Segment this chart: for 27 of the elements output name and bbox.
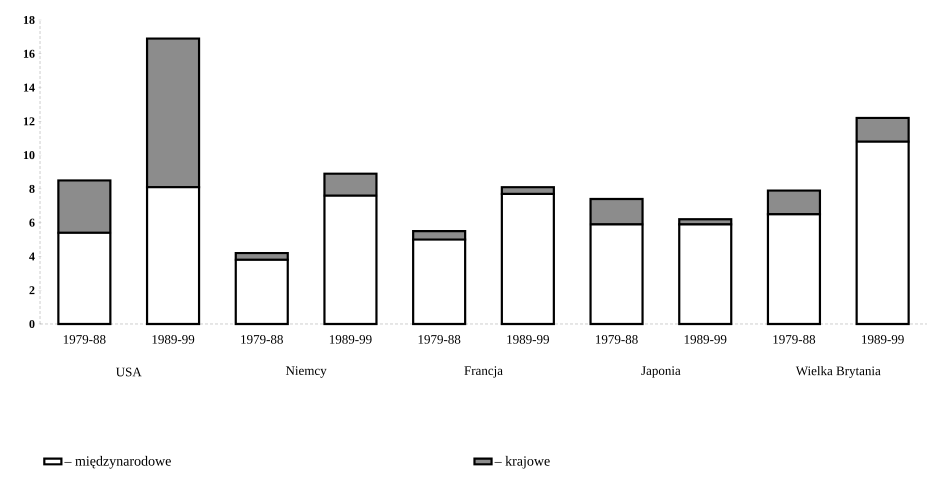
x-tick-label: 1979-88: [596, 335, 638, 344]
x-tick-label: 1989-99: [862, 335, 904, 344]
x-tick-label: 1979-88: [773, 335, 816, 344]
y-tick-label: 14: [24, 84, 35, 92]
y-tick-label: 6: [29, 218, 35, 227]
x-tick-label: 1979-88: [241, 335, 283, 344]
y-tick-label: 10: [24, 151, 35, 160]
y-tick-label: 18: [24, 16, 35, 24]
text: USA: [116, 368, 142, 376]
y-tick-label: 0: [29, 320, 35, 328]
legend-label: – międzynarodowe: [64, 456, 171, 469]
x-tick-label: 1989-99: [684, 335, 726, 344]
text: Niemcy: [286, 366, 327, 378]
text: Japonia: [641, 366, 681, 378]
y-tick-label: 16: [24, 50, 35, 58]
x-tick-label: 1989-99: [330, 335, 372, 344]
y-tick-label: 8: [29, 184, 35, 193]
x-tick-label: 1979-88: [64, 335, 106, 344]
text: Wielka Brytania: [796, 366, 881, 378]
x-tick-label: 1989-99: [152, 335, 194, 344]
y-tick-label: 2: [29, 286, 34, 294]
y-tick-label: 12: [24, 117, 34, 126]
legend-label: – krajowe: [494, 456, 550, 469]
text: Francja: [464, 366, 503, 378]
y-tick-label: 4: [29, 252, 35, 260]
x-tick-label: 1989-99: [507, 335, 549, 344]
x-tick-label: 1979-88: [418, 335, 460, 344]
